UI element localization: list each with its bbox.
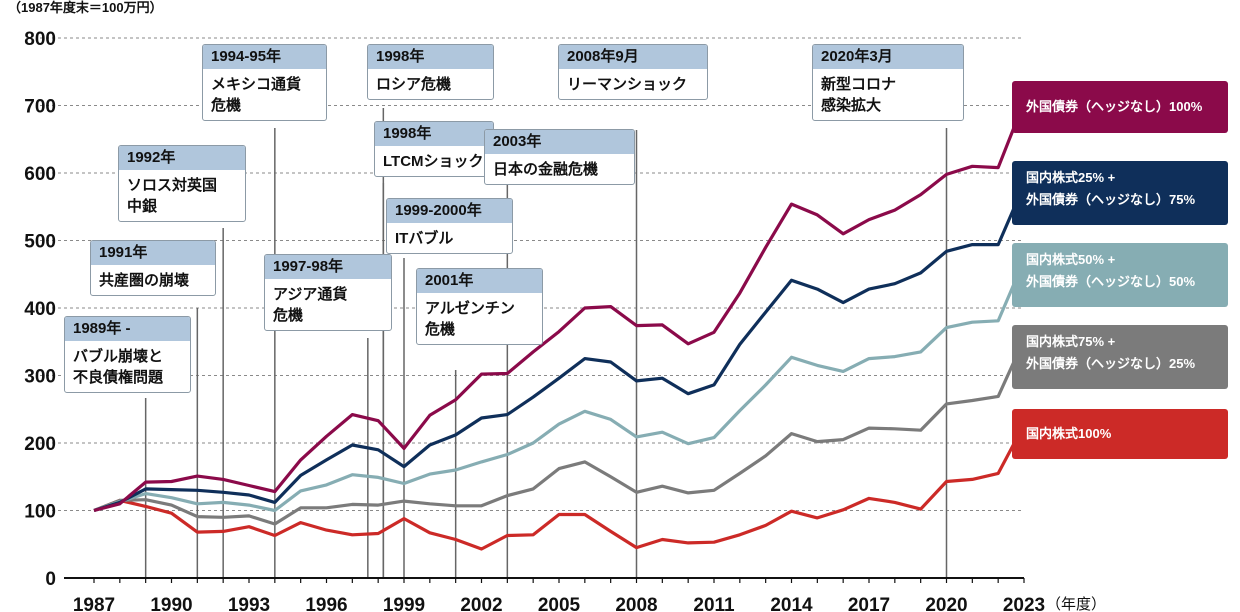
event-year: 2020年3月	[813, 45, 963, 69]
event-annotation: 1992年ソロス対英国 中銀	[118, 145, 246, 222]
legend-label: 国内株式75% + 外国債券（ヘッジなし）25%	[1012, 325, 1228, 389]
event-year: 1997-98年	[265, 255, 391, 279]
x-tick-label: 1993	[228, 595, 270, 612]
y-tick-label: 100	[24, 502, 56, 523]
y-tick-label: 700	[24, 97, 56, 118]
event-description: アジア通貨 危機	[273, 286, 348, 324]
series-lines	[93, 101, 1026, 551]
event-annotation: 1998年 LTCMショック	[374, 121, 494, 177]
event-annotation: 1998年ロシア危機	[367, 44, 494, 100]
event-description: ソロス対英国 中銀	[127, 177, 218, 215]
x-tick-label: 2020	[925, 595, 967, 612]
x-tick-label: 2002	[460, 595, 502, 612]
event-annotation: 2008年9月リーマンショック	[558, 44, 708, 100]
legend-label: 外国債券（ヘッジなし）100%	[1012, 81, 1228, 133]
event-annotation: 2003年日本の金融危機	[484, 129, 635, 185]
x-tick-label: 2023	[1003, 595, 1045, 612]
event-description: 共産圏の崩壊	[99, 272, 190, 289]
legend-label: 国内株式100%	[1012, 409, 1228, 459]
event-description: 日本の金融危機	[493, 161, 599, 178]
x-axis-unit-label: （年度）	[1046, 596, 1106, 612]
x-tick-label: 2008	[615, 595, 657, 612]
event-annotation: 1991年共産圏の崩壊	[90, 240, 216, 296]
y-tick-label: 800	[24, 29, 56, 50]
event-annotation: 2001年アルゼンチン 危機	[416, 268, 543, 345]
event-description: アルゼンチン 危機	[425, 300, 515, 338]
series-line	[93, 260, 1026, 513]
series-line	[93, 184, 1026, 513]
series-line	[93, 424, 1026, 551]
axes: 0 100 200 300 400 500 600 700 800 1987 1990 1993 199…	[24, 29, 1106, 612]
event-annotation: 1999-2000年 ITバブル	[386, 198, 513, 254]
event-year: 1992年	[119, 146, 245, 170]
y-tick-label: 400	[24, 299, 56, 320]
event-description: メキシコ通貨 危機	[211, 76, 302, 114]
x-tick-label: 1999	[383, 595, 425, 612]
series-line	[93, 101, 1026, 513]
event-year: 2003年	[485, 130, 634, 154]
event-year: 1994-95年	[203, 45, 326, 69]
event-description: LTCMショック	[383, 153, 484, 170]
event-lines	[144, 108, 948, 578]
x-tick-label: 2014	[770, 595, 813, 612]
event-annotation: 1997-98年アジア通貨 危機	[264, 254, 392, 331]
event-description: リーマンショック	[567, 76, 688, 93]
event-description: ロシア危機	[376, 76, 452, 93]
event-year: 1998年	[375, 122, 493, 146]
event-year: 1998年	[368, 45, 493, 69]
x-tick-label: 1996	[305, 595, 347, 612]
y-tick-label: 200	[24, 434, 56, 455]
x-tick-label: 2005	[538, 595, 581, 612]
y-tick-label: 300	[24, 367, 56, 388]
event-description: ITバブル	[395, 230, 454, 247]
x-tick-label: 1990	[150, 595, 192, 612]
event-year: 1991年	[91, 241, 215, 265]
legend-label: 国内株式50% + 外国債券（ヘッジなし）50%	[1012, 243, 1228, 307]
y-tick-label: 0	[45, 569, 56, 590]
event-year: 2001年	[417, 269, 542, 293]
event-year: 1989年 -	[65, 317, 190, 341]
series-line	[93, 339, 1026, 526]
x-tick-label: 2011	[693, 595, 735, 612]
x-tick-label: 2017	[848, 595, 890, 612]
y-tick-label: 500	[24, 232, 56, 253]
event-annotation: 1989年 - バブル崩壊と 不良債権問題	[64, 316, 191, 393]
legend-label: 国内株式25% + 外国債券（ヘッジなし）75%	[1012, 161, 1228, 225]
y-tick-label: 600	[24, 164, 56, 185]
y-axis-unit-label: （1987年度末＝100万円）	[8, 0, 163, 15]
event-year: 2008年9月	[559, 45, 707, 69]
event-year: 1999-2000年	[387, 199, 512, 223]
x-tick-label: 1987	[73, 595, 115, 612]
event-description: 新型コロナ 感染拡大	[821, 76, 897, 114]
event-annotation: 2020年3月新型コロナ 感染拡大	[812, 44, 964, 121]
event-annotation: 1994-95年メキシコ通貨 危機	[202, 44, 327, 121]
event-description: バブル崩壊と 不良債権問題	[73, 348, 164, 386]
